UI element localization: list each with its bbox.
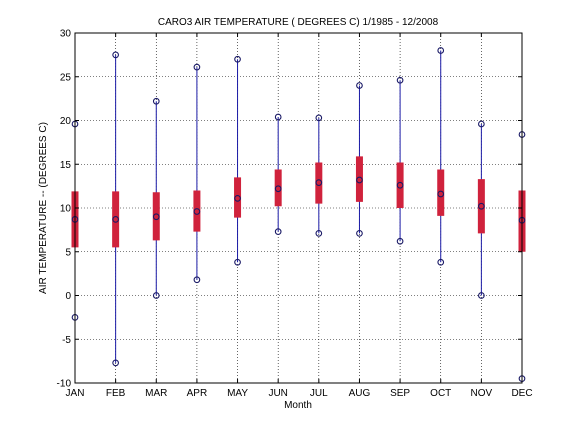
iqr-box bbox=[274, 169, 282, 207]
max-marker bbox=[234, 55, 241, 63]
x-tick-label: FEB bbox=[106, 388, 126, 399]
chart-title: CARO3 AIR TEMPERATURE ( DEGREES C) 1/198… bbox=[158, 17, 439, 28]
max-marker bbox=[193, 63, 201, 71]
median-marker bbox=[152, 213, 160, 221]
y-tick-label: -5 bbox=[62, 335, 71, 346]
max-marker bbox=[315, 114, 323, 122]
x-tick-label: DEC bbox=[511, 388, 532, 399]
iqr-box bbox=[437, 169, 445, 216]
median-marker bbox=[193, 208, 201, 215]
box-nov bbox=[477, 120, 485, 299]
x-tick-label: SEP bbox=[390, 388, 410, 399]
max-marker bbox=[396, 76, 404, 84]
x-tick-label: JUL bbox=[310, 388, 328, 399]
iqr-box bbox=[193, 190, 201, 232]
x-tick-label: MAY bbox=[227, 388, 248, 399]
max-marker bbox=[112, 51, 119, 59]
max-marker bbox=[356, 82, 363, 89]
y-tick-label: 15 bbox=[60, 160, 72, 171]
max-marker bbox=[478, 120, 485, 128]
iqr-box bbox=[152, 192, 160, 241]
y-tick-layer: -10 -5 0 5 10 15 20 25 30 bbox=[57, 29, 522, 390]
median-marker bbox=[478, 202, 485, 210]
x-tick-label: JAN bbox=[66, 388, 85, 399]
y-tick-label: 0 bbox=[65, 291, 71, 302]
x-tick-layer: JAN FEB MAR APR MAY JUN JUL AUG SEP OCT NOV DEC bbox=[66, 33, 533, 399]
x-tick-label: AUG bbox=[349, 388, 371, 399]
max-marker bbox=[274, 113, 282, 121]
x-tick-label: OCT bbox=[430, 388, 451, 399]
box-jun bbox=[274, 113, 282, 235]
median-marker bbox=[112, 216, 119, 223]
x-tick-label: APR bbox=[187, 388, 208, 399]
min-marker bbox=[396, 237, 404, 245]
box-feb bbox=[112, 51, 120, 367]
iqr-box bbox=[112, 191, 120, 248]
min-marker bbox=[437, 258, 445, 266]
iqr-box bbox=[315, 162, 323, 204]
max-marker bbox=[152, 97, 160, 105]
x-tick-label: JUN bbox=[268, 388, 287, 399]
min-marker bbox=[193, 276, 201, 284]
y-tick-label: 10 bbox=[60, 204, 72, 215]
x-tick-label: MAR bbox=[145, 388, 167, 399]
median-marker bbox=[234, 195, 241, 202]
y-tick-label: 5 bbox=[65, 247, 71, 258]
y-tick-label: 20 bbox=[60, 116, 72, 127]
median-marker bbox=[356, 176, 363, 184]
box-mar bbox=[152, 97, 160, 299]
min-marker bbox=[112, 359, 119, 367]
median-marker bbox=[315, 179, 323, 186]
box-sep bbox=[396, 76, 404, 245]
min-marker bbox=[356, 230, 363, 237]
min-marker bbox=[234, 258, 241, 266]
iqr-box bbox=[234, 177, 242, 218]
box-jul bbox=[315, 114, 323, 237]
min-marker bbox=[274, 228, 282, 235]
y-tick-label: 25 bbox=[60, 72, 72, 83]
min-marker bbox=[315, 230, 323, 237]
y-tick-label: 30 bbox=[60, 29, 72, 40]
median-marker bbox=[437, 190, 445, 198]
y-tick-label: -10 bbox=[57, 379, 72, 390]
box-aug bbox=[355, 82, 363, 237]
y-axis-label: AIR TEMPERATURE -- (DEGREES C) bbox=[38, 122, 49, 294]
min-marker bbox=[478, 292, 485, 299]
median-marker bbox=[274, 185, 282, 193]
min-marker bbox=[152, 292, 160, 299]
box-apr bbox=[193, 63, 201, 284]
iqr-box bbox=[396, 162, 404, 208]
box-oct bbox=[437, 47, 445, 266]
median-marker bbox=[396, 181, 404, 189]
iqr-box bbox=[477, 179, 485, 234]
x-tick-label: NOV bbox=[471, 388, 493, 399]
max-marker bbox=[437, 47, 445, 54]
iqr-box bbox=[355, 156, 363, 202]
x-axis-label: Month bbox=[284, 400, 312, 411]
box-may bbox=[234, 55, 242, 266]
